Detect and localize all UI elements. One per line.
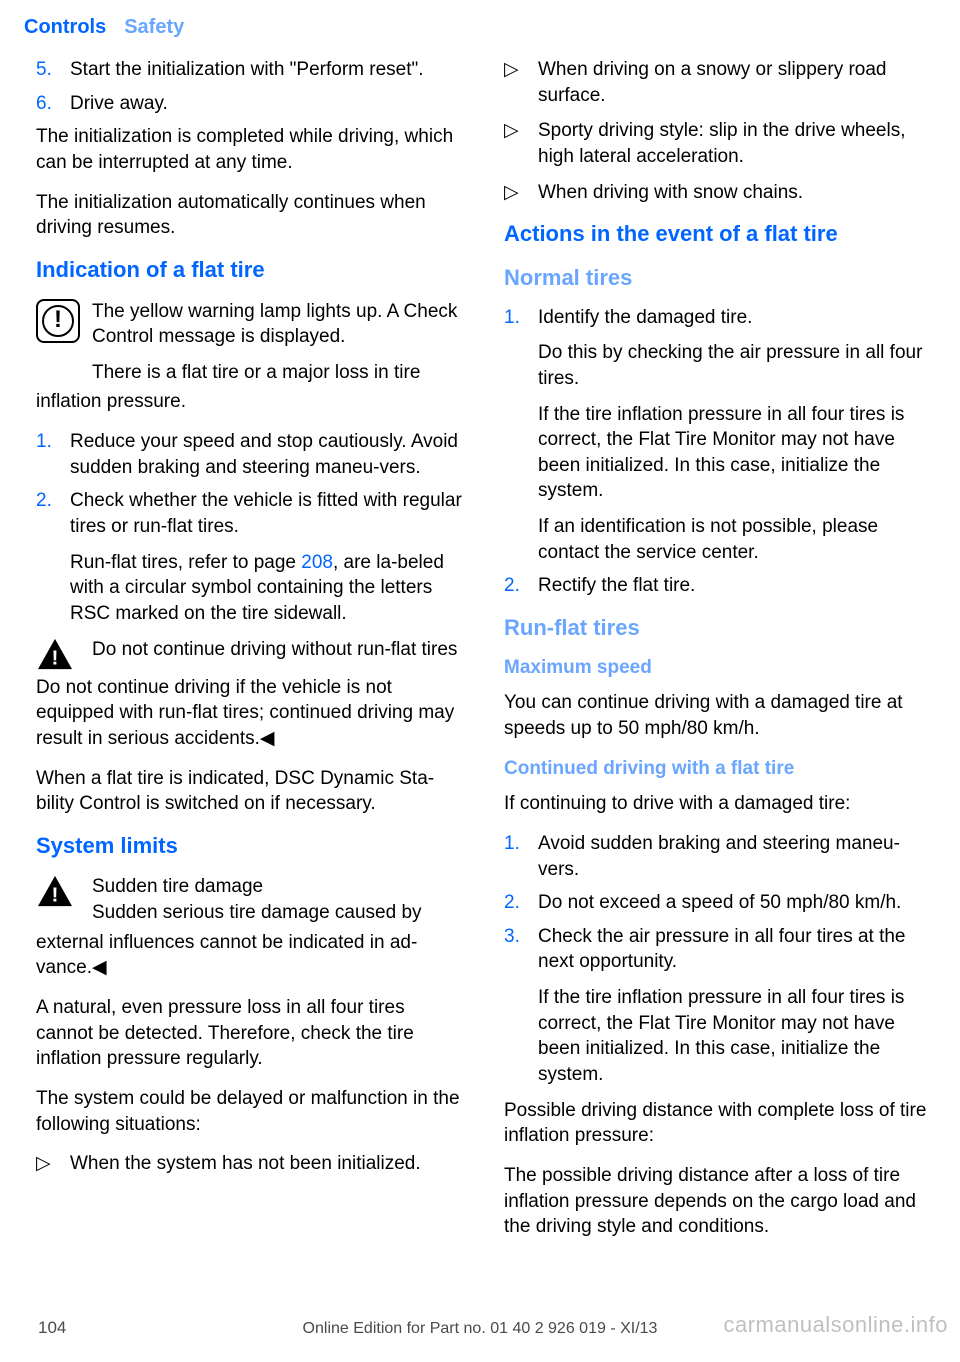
paragraph: A natural, even pressure loss in all fou… (36, 995, 464, 1072)
paragraph: The system could be delayed or malfuncti… (36, 1086, 464, 1137)
list-text: Avoid sudden braking and steering maneu‐… (538, 831, 932, 882)
list-item: 1. Reduce your speed and stop cautiously… (36, 429, 464, 480)
caution-row: ! Sudden tire damage Sudden serious tire… (36, 874, 464, 925)
list-number: 6. (36, 91, 70, 117)
svg-text:!: ! (52, 884, 59, 907)
caution-body: external influences cannot be indicated … (36, 930, 464, 981)
text-line: Check the air pressure in all four tires… (538, 926, 906, 973)
list-text: Check the air pressure in all four tires… (538, 924, 932, 1088)
list-item: 5. Start the initialization with "Perfor… (36, 57, 464, 83)
list-number: 1. (36, 429, 70, 480)
bullet-item: ▷ When driving on a snowy or slippery ro… (504, 57, 932, 108)
bullet-item: ▷ Sporty driving style: slip in the driv… (504, 118, 932, 169)
list-number: 1. (504, 831, 538, 882)
left-column: 5. Start the initialization with "Perfor… (36, 57, 464, 1254)
list-text: Start the initialization with "Perform r… (70, 57, 464, 83)
bullet-text: Sporty driving style: slip in the drive … (538, 118, 932, 169)
paragraph: Possible driving distance with complete … (504, 1098, 932, 1149)
list-number: 2. (504, 573, 538, 599)
paragraph: The initialization is completed while dr… (36, 124, 464, 175)
text-line: Identify the damaged tire. (538, 307, 752, 328)
text-line: If the tire inflation pressure in all fo… (538, 985, 932, 1088)
caution-title: Sudden tire damage (92, 874, 464, 900)
list-number: 2. (36, 488, 70, 626)
bullet-text: When the system has not been initialized… (70, 1151, 421, 1177)
caution-text: Sudden tire damage Sudden serious tire d… (92, 874, 464, 925)
list-text: Check whether the vehicle is fitted with… (70, 488, 464, 626)
warning-lamp-icon: ! (36, 299, 92, 343)
heading-continued: Continued driving with a flat tire (504, 756, 932, 782)
heading-actions: Actions in the event of a flat tire (504, 219, 932, 249)
caution-body: Do not continue driving if the vehicle i… (36, 675, 464, 752)
text-line: If an identification is not possible, pl… (538, 514, 932, 565)
page-link[interactable]: 208 (301, 552, 333, 573)
header-controls: Controls (24, 14, 106, 41)
text-line: Check whether the vehicle is fitted with… (70, 490, 462, 537)
bullet-marker: ▷ (504, 180, 538, 206)
bullet-marker: ▷ (504, 57, 538, 108)
paragraph: When a flat tire is indicated, DSC Dynam… (36, 766, 464, 817)
caution-triangle-icon: ! (36, 637, 80, 671)
list-text: Rectify the flat tire. (538, 573, 932, 599)
text-line: Run-flat tires, refer to page 208, are l… (70, 550, 464, 627)
paragraph: You can continue driving with a damaged … (504, 690, 932, 741)
list-text: Do not exceed a speed of 50 mph/80 km/h. (538, 890, 932, 916)
list-item: 1. Avoid sudden braking and steering man… (504, 831, 932, 882)
bullet-text: When driving on a snowy or slippery road… (538, 57, 932, 108)
text-line: There is a flat tire or a major loss in … (92, 360, 464, 386)
paragraph: The initialization automatically continu… (36, 190, 464, 241)
list-text: Identify the damaged tire. Do this by ch… (538, 305, 932, 566)
list-item: 2. Rectify the flat tire. (504, 573, 932, 599)
bullet-marker: ▷ (36, 1151, 70, 1177)
svg-text:!: ! (52, 646, 59, 669)
footer-line: Online Edition for Part no. 01 40 2 926 … (303, 1318, 658, 1340)
caution-row: ! Do not continue driving without run-fl… (36, 637, 464, 671)
heading-maxspeed: Maximum speed (504, 655, 932, 681)
paragraph: inflation pressure. (36, 389, 464, 415)
warning-lamp-row: ! The yellow warning lamp lights up. A C… (36, 299, 464, 386)
right-column: ▷ When driving on a snowy or slippery ro… (504, 57, 932, 1254)
text-line: The yellow warning lamp lights up. A Che… (92, 301, 457, 348)
caution-triangle-icon: ! (36, 874, 80, 908)
caution-line: Sudden serious tire damage caused by (92, 900, 464, 926)
bullet-item: ▷ When driving with snow chains. (504, 180, 932, 206)
caution-title: Do not continue driving without run-flat… (92, 637, 464, 663)
list-item: 2. Check whether the vehicle is fitted w… (36, 488, 464, 626)
warning-lamp-text: The yellow warning lamp lights up. A Che… (92, 299, 464, 386)
list-text: Drive away. (70, 91, 464, 117)
list-number: 2. (504, 890, 538, 916)
heading-indication: Indication of a flat tire (36, 255, 464, 285)
heading-system-limits: System limits (36, 831, 464, 861)
list-item: 1. Identify the damaged tire. Do this by… (504, 305, 932, 566)
page-number: 104 (38, 1317, 66, 1340)
bullet-text: When driving with snow chains. (538, 180, 803, 206)
bullet-marker: ▷ (504, 118, 538, 169)
paragraph: The possible driving distance after a lo… (504, 1163, 932, 1240)
heading-runflat: Run-flat tires (504, 613, 932, 643)
list-item: 2. Do not exceed a speed of 50 mph/80 km… (504, 890, 932, 916)
list-number: 5. (36, 57, 70, 83)
page-footer: 104 Online Edition for Part no. 01 40 2 … (0, 1300, 960, 1340)
text-line: If the tire inflation pressure in all fo… (538, 402, 932, 505)
page-header: Controls Safety (0, 0, 960, 57)
text-line: Do this by checking the air pressure in … (538, 340, 932, 391)
watermark: carmanualsonline.info (723, 1310, 948, 1340)
list-number: 3. (504, 924, 538, 1088)
paragraph: If continuing to drive with a damaged ti… (504, 791, 932, 817)
list-text: Reduce your speed and stop cautiously. A… (70, 429, 464, 480)
content-columns: 5. Start the initialization with "Perfor… (0, 57, 960, 1254)
list-item: 3. Check the air pressure in all four ti… (504, 924, 932, 1088)
list-item: 6. Drive away. (36, 91, 464, 117)
bullet-item: ▷ When the system has not been initializ… (36, 1151, 464, 1177)
header-safety: Safety (124, 14, 184, 41)
list-number: 1. (504, 305, 538, 566)
heading-normal-tires: Normal tires (504, 263, 932, 293)
